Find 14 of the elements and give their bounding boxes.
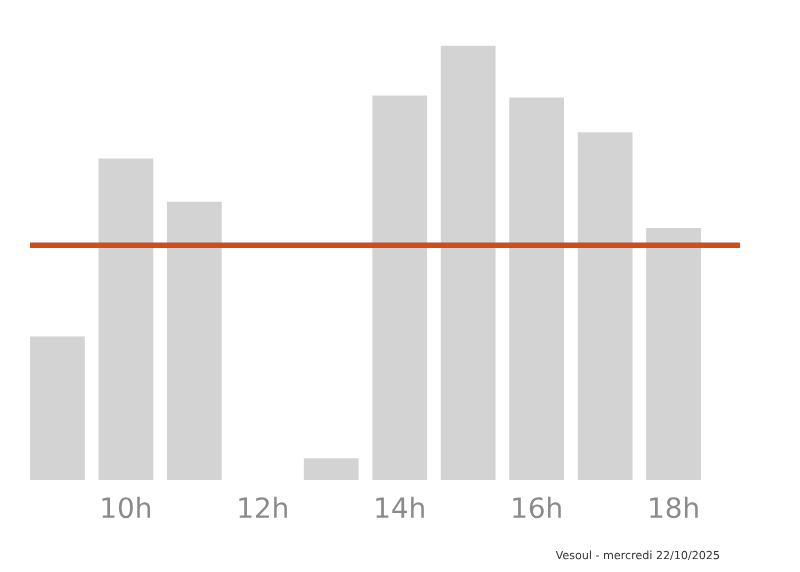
bar bbox=[509, 97, 565, 480]
bar bbox=[303, 458, 359, 480]
x-tick-label: 14h bbox=[376, 496, 424, 518]
x-tick-label: 10h bbox=[102, 496, 150, 519]
bar bbox=[440, 45, 496, 480]
x-tick-label: 12h bbox=[239, 496, 287, 518]
x-tick-label: 16h bbox=[513, 496, 561, 519]
bar bbox=[577, 132, 633, 480]
bar bbox=[166, 201, 222, 480]
x-tick-label: 18h bbox=[650, 496, 698, 519]
bar bbox=[98, 158, 154, 480]
bar bbox=[30, 336, 85, 480]
bar bbox=[372, 95, 428, 480]
bar bbox=[646, 227, 701, 480]
